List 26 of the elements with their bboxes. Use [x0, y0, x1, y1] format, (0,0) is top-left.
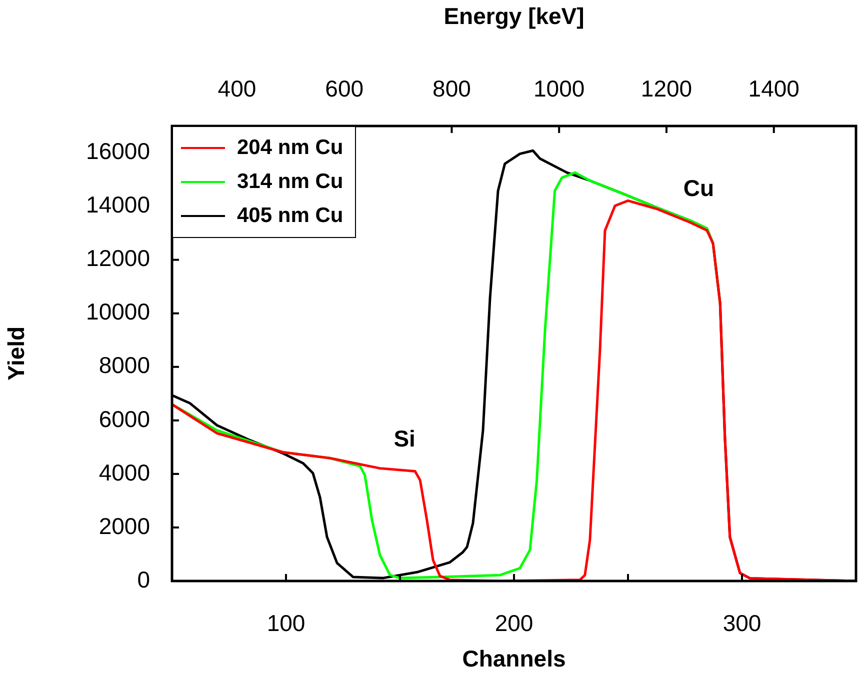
y-tick-label: 14000	[86, 192, 150, 218]
annotation: Si	[394, 425, 416, 452]
y-tick-label: 16000	[86, 138, 150, 164]
y-tick-label: 4000	[98, 459, 150, 486]
x2-tick-label: 1400	[748, 76, 800, 102]
legend-label: 405 nm Cu	[237, 204, 344, 228]
x-tick-label: 300	[722, 610, 762, 636]
x2-tick-label: 600	[325, 76, 364, 102]
legend-label: 314 nm Cu	[237, 170, 344, 194]
x2-tick-label: 400	[218, 76, 256, 102]
y-axis-title: Yield	[3, 326, 30, 381]
x2-tick-label: 1200	[640, 76, 692, 102]
y-tick-label: 6000	[98, 406, 150, 432]
x-axis-title: Channels	[462, 646, 566, 672]
y-tick-label: 10000	[86, 298, 150, 325]
x2-axis-title: Energy [keV]	[444, 3, 584, 30]
x-tick-label: 100	[266, 610, 306, 636]
y-tick-label: 2000	[98, 512, 150, 539]
annotation: Cu	[683, 175, 714, 202]
x-tick-label: 200	[494, 610, 534, 636]
y-tick-label: 0	[137, 566, 150, 592]
x2-tick-label: 800	[432, 76, 471, 102]
y-tick-label: 12000	[86, 245, 150, 272]
legend-label: 204 nm Cu	[237, 136, 344, 160]
x2-tick-label: 1000	[534, 76, 585, 102]
y-tick-label: 8000	[98, 352, 150, 378]
